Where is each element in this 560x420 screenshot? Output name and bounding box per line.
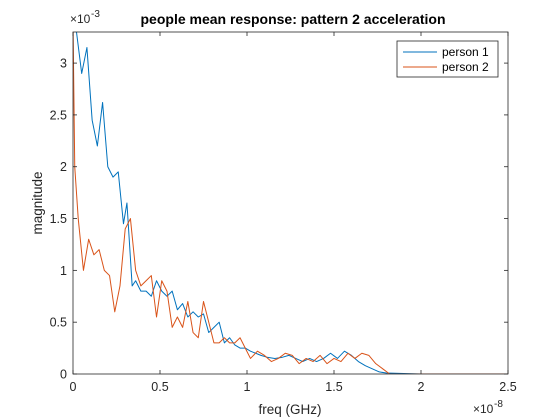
legend-label-1: person 1 bbox=[442, 45, 489, 59]
y-exponent: ×10 -3 bbox=[70, 9, 100, 26]
y-tick-label: 2.5 bbox=[50, 108, 67, 122]
y-tick-label: 1.5 bbox=[50, 212, 67, 226]
x-tick-label: 0.5 bbox=[151, 380, 168, 394]
x-tick-label: 1 bbox=[244, 380, 251, 394]
series-line-1 bbox=[75, 32, 508, 374]
x-tick-label: 2 bbox=[418, 380, 425, 394]
y-exponent-power: -3 bbox=[91, 9, 100, 20]
legend-box bbox=[396, 40, 499, 78]
plot-area bbox=[73, 32, 508, 374]
legend-label-2: person 2 bbox=[442, 60, 489, 74]
series-layer bbox=[73, 32, 508, 374]
x-tick-label: 1.5 bbox=[325, 380, 342, 394]
y-tick-label: 1 bbox=[60, 264, 67, 278]
y-exponent-base: ×10 bbox=[70, 12, 91, 26]
x-axis-label: freq (GHz) bbox=[258, 402, 321, 417]
x-tick-label: 0 bbox=[70, 380, 77, 394]
series-line-2 bbox=[73, 32, 508, 374]
y-tick-label: 3 bbox=[60, 57, 67, 71]
y-tick-label: 0.5 bbox=[50, 316, 67, 330]
x-exponent-base: ×10 bbox=[473, 402, 494, 416]
y-tick-label: 2 bbox=[60, 160, 67, 174]
chart-title: people mean response: pattern 2 accelera… bbox=[141, 11, 446, 27]
x-exponent: ×10 -8 bbox=[473, 399, 503, 416]
x-exponent-power: -8 bbox=[494, 399, 503, 410]
y-tick-label: 0 bbox=[60, 368, 67, 382]
axes-box bbox=[72, 31, 509, 375]
y-axis-label: magnitude bbox=[30, 171, 45, 234]
axes-layer: 0 0.5 1 1.5 2 2.5 0 0.5 1 1.5 2 2.5 3 bbox=[50, 31, 517, 394]
x-tick-label: 2.5 bbox=[499, 380, 516, 394]
